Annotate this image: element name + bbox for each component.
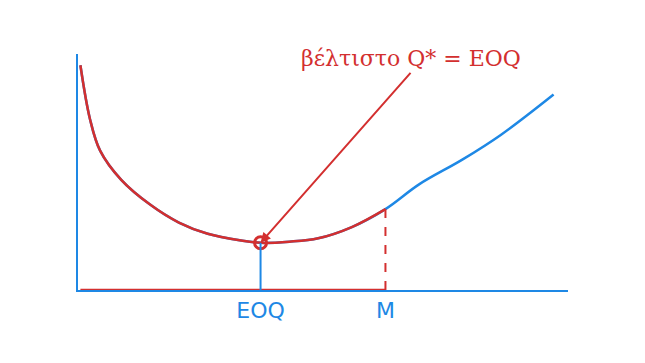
svg-text:βέλτιστο Q* = EOQ: βέλτιστο Q* = EOQ — [301, 46, 521, 71]
svg-text:EOQ: EOQ — [236, 298, 285, 323]
svg-text:M: M — [376, 298, 395, 323]
